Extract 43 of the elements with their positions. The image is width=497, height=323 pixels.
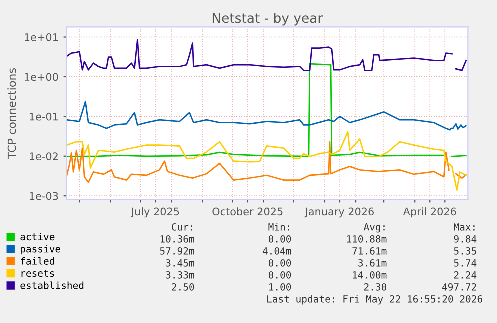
text: 0.00 [268, 259, 292, 267]
text: 3.45m [166, 259, 194, 267]
text: Max: [454, 224, 475, 231]
text: 0.00 [268, 235, 292, 243]
y-tick-label: 1e-01 [30, 112, 58, 121]
legend-label: established [20, 282, 84, 290]
y-axis-title: TCP connections [8, 68, 16, 160]
x-tick-label: October 2025 [212, 208, 283, 216]
text: 3.33m [166, 271, 194, 279]
legend-label: failed [21, 257, 54, 265]
text: Last update: Fri May 22 16:55:20 2026 [268, 295, 482, 305]
text: 2.30 [364, 283, 387, 291]
x-tick-label: January 2026 [304, 208, 374, 218]
text: 1.00 [269, 283, 292, 291]
text: 5.74 [454, 260, 477, 267]
text: 3.61m [358, 259, 387, 267]
text: Cur: [172, 223, 192, 231]
text: 5.35 [454, 247, 476, 255]
text: Avg: [364, 224, 385, 233]
chart-title: Netstat - by year [212, 12, 324, 26]
line-series [66, 131, 467, 191]
text: 2.24 [454, 271, 477, 279]
text: 110.88m [347, 235, 387, 243]
text: 497.72 [442, 283, 476, 291]
text: 71.61m [352, 247, 387, 255]
text: 0.00 [268, 271, 292, 279]
y-tick-label: 1e+01 [25, 33, 58, 42]
text: 10.36m [160, 235, 194, 243]
text: 14.00m [353, 271, 387, 279]
legend-label: active [20, 233, 55, 241]
y-tick-label: 1e-03 [30, 192, 58, 200]
text: Min: [268, 223, 290, 231]
text: 4.04m [262, 247, 292, 255]
text: 57.92m [160, 247, 194, 255]
y-tick-label: 1e-02 [30, 152, 58, 160]
legend-label: passive [20, 245, 60, 255]
text: 9.84 [454, 235, 477, 243]
line-series [66, 101, 467, 131]
text: 2.50 [172, 283, 194, 291]
y-tick-label: 1e+00 [25, 73, 58, 82]
legend-label: resets [22, 270, 54, 278]
x-tick-label: April 2026 [403, 208, 456, 218]
x-tick-label: July 2025 [130, 208, 180, 218]
